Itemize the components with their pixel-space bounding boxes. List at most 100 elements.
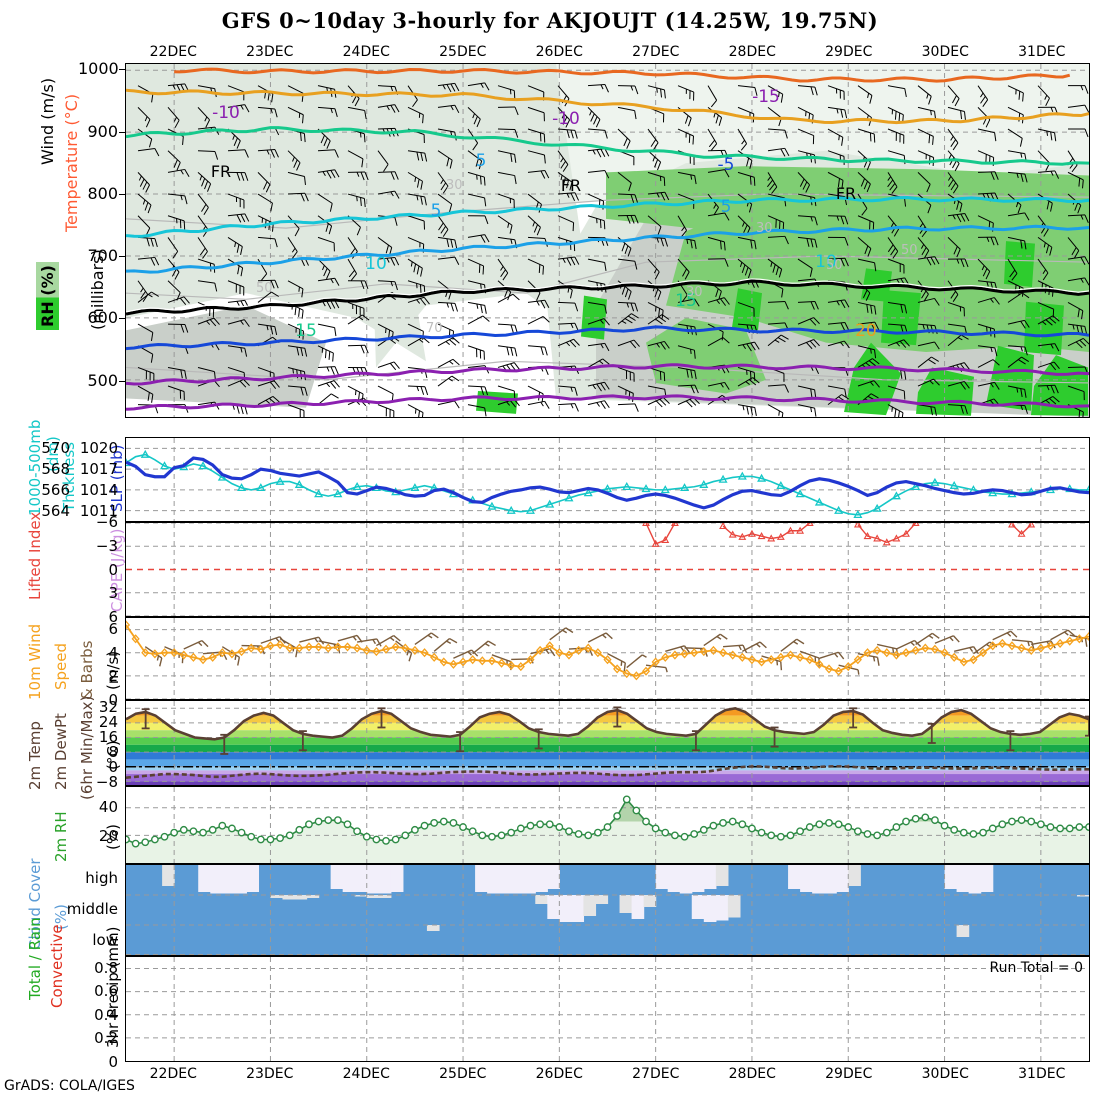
date-label-top-29DEC: 29DEC — [825, 44, 873, 60]
precip-conv-label: Convective — [48, 924, 66, 1008]
precip-plot — [126, 957, 1089, 1061]
date-label-top-28DEC: 28DEC — [728, 44, 776, 60]
precip-tick-0.4: 0.4 — [94, 1005, 118, 1024]
date-label-bottom-22DEC: 22DEC — [149, 1066, 197, 1082]
date-label-top-27DEC: 27DEC — [632, 44, 680, 60]
wind-10m-panel[interactable] — [125, 617, 1090, 700]
slp-tick-1014: 1014 — [79, 481, 118, 500]
svg-text:70: 70 — [426, 321, 443, 336]
temp-dewpt-panel[interactable] — [125, 700, 1090, 786]
rh-2m-plot — [126, 787, 1089, 863]
rh-tick-20: 20 — [98, 826, 118, 845]
li-tick-0: 0 — [108, 560, 118, 579]
cloud-cover-panel[interactable] — [125, 864, 1090, 956]
li-cape-panel[interactable] — [125, 522, 1090, 617]
svg-text:30: 30 — [756, 221, 773, 236]
upper-wind-legend: Wind (m/s) — [38, 77, 57, 165]
svg-text:50: 50 — [901, 243, 918, 258]
date-label-bottom-31DEC: 31DEC — [1018, 1066, 1066, 1082]
tick-mark — [119, 256, 126, 258]
svg-text:FR: FR — [836, 184, 856, 203]
date-label-bottom-23DEC: 23DEC — [246, 1066, 294, 1082]
svg-text:15: 15 — [295, 321, 317, 341]
upper-temp-legend: Temperature (°C) — [62, 93, 81, 232]
slp-tick-1011: 1011 — [79, 502, 118, 521]
date-label-bottom-29DEC: 29DEC — [825, 1066, 873, 1082]
svg-text:15: 15 — [675, 291, 697, 311]
precip-total-label: Total / Rain — [26, 917, 44, 1000]
rh2m-label: 2m RH — [52, 811, 70, 862]
upper-air-panel[interactable]: -15 -10 -10 -5 5 5 5 10 10 15 15 20 FR FR FR 30 30 50 50 70… — [125, 63, 1090, 418]
date-label-bottom-25DEC: 25DEC — [439, 1066, 487, 1082]
slp-tick-1020: 1020 — [79, 438, 118, 457]
svg-text:10: 10 — [815, 252, 837, 272]
run-total-label: Run Total = 0 — [989, 960, 1083, 976]
wind-10m-plot — [126, 618, 1089, 699]
tick-mark — [119, 318, 126, 320]
precip-tick-0.6: 0.6 — [94, 982, 118, 1001]
tick-mark — [119, 193, 126, 195]
tick-mark — [119, 69, 126, 71]
cloud-cover-plot — [126, 865, 1089, 955]
svg-text:30: 30 — [686, 285, 703, 300]
rh-2m-panel[interactable] — [125, 786, 1090, 864]
precip-tick-0.2: 0.2 — [94, 1029, 118, 1048]
wind-tick-6: 6 — [108, 619, 118, 638]
slp-thickness-panel[interactable] — [125, 437, 1090, 522]
upper-rh-legend: RH (%) — [36, 262, 59, 330]
dewpt2m-label: 2m DewPt — [52, 713, 70, 790]
li-cape-plot — [126, 523, 1089, 616]
temp-dewpt-plot — [126, 701, 1089, 785]
cloud-row-low: low — [92, 930, 118, 949]
svg-text:FR: FR — [211, 162, 231, 181]
temp-tick-24: 24 — [98, 713, 118, 732]
li-tick--3: −3 — [95, 536, 118, 555]
rh-tick-40: 40 — [98, 798, 118, 817]
svg-text:-10: -10 — [212, 103, 240, 123]
cloud-row-middle: middle — [66, 900, 118, 918]
lifted-index-axis-label: Lifted Index — [26, 511, 44, 600]
svg-text:5: 5 — [431, 201, 442, 221]
temp-tick--8: −8 — [95, 773, 118, 792]
date-label-bottom-30DEC: 30DEC — [921, 1066, 969, 1082]
precip-panel[interactable]: Run Total = 0 — [125, 956, 1090, 1062]
temp2m-label1: 2m Temp — [26, 721, 44, 790]
thickness-tick-564: 564 — [41, 502, 70, 521]
page-title: GFS 0~10day 3-hourly for AKJOUJT (14.25W… — [221, 8, 879, 33]
date-label-top-26DEC: 26DEC — [535, 44, 583, 60]
wind10m-label1: 10m Wind — [26, 623, 44, 700]
upper-tick-1000: 1000 — [78, 59, 119, 79]
date-label-top-25DEC: 25DEC — [439, 44, 487, 60]
wind-tick-4: 4 — [108, 643, 118, 662]
svg-text:5: 5 — [721, 197, 732, 217]
upper-tick-900: 900 — [87, 121, 118, 141]
precip-tick-0: 0 — [108, 1053, 118, 1071]
temp-tick-16: 16 — [98, 728, 118, 747]
svg-text:FR: FR — [561, 176, 581, 195]
li-tick--6: −6 — [95, 513, 118, 531]
date-label-top-22DEC: 22DEC — [149, 44, 197, 60]
temp-tick-32: 32 — [98, 698, 118, 717]
thickness-tick-566: 566 — [41, 481, 70, 500]
temp-tick-8: 8 — [108, 743, 118, 762]
svg-text:-10: -10 — [552, 109, 580, 129]
upper-air-plot: -15 -10 -10 -5 5 5 5 10 10 15 15 20 FR FR FR 30 30 50 50 70… — [126, 64, 1089, 417]
date-label-bottom-27DEC: 27DEC — [632, 1066, 680, 1082]
grads-credit: GrADS: COLA/IGES — [4, 1078, 135, 1094]
wind-tick-0: 0 — [108, 691, 118, 709]
cloud-row-high: high — [85, 869, 118, 888]
slp-tick-1017: 1017 — [79, 459, 118, 478]
date-label-top-24DEC: 24DEC — [342, 44, 390, 60]
svg-text:5: 5 — [476, 151, 487, 171]
upper-tick-700: 700 — [87, 246, 118, 266]
svg-text:50: 50 — [826, 258, 843, 273]
li-tick-6: 6 — [108, 608, 118, 626]
svg-text:50: 50 — [256, 281, 273, 296]
thickness-tick-570: 570 — [41, 438, 70, 457]
date-label-top-23DEC: 23DEC — [246, 44, 294, 60]
date-label-bottom-24DEC: 24DEC — [342, 1066, 390, 1082]
svg-text:20: 20 — [855, 321, 877, 341]
temp-tick-0: 0 — [108, 758, 118, 777]
date-label-top-30DEC: 30DEC — [921, 44, 969, 60]
li-tick-3: 3 — [108, 584, 118, 603]
